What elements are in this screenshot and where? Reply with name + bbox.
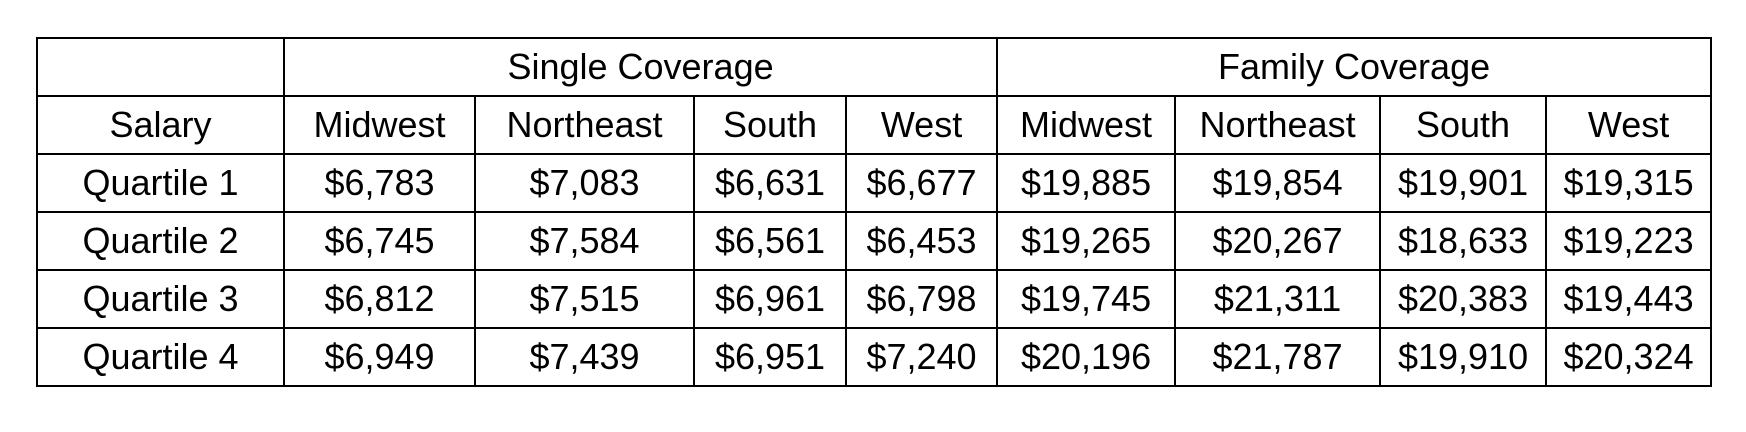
table-cell: $7,439: [474, 327, 695, 387]
region-header-row: Salary Midwest Northeast South West Midw…: [36, 95, 1713, 155]
table-cell: $21,311: [1174, 269, 1382, 329]
row-label: Quartile 1: [36, 153, 285, 213]
table-cell: $6,561: [693, 211, 847, 271]
table-cell: $19,745: [996, 269, 1177, 329]
table-cell: $19,443: [1545, 269, 1713, 329]
table-cell: $19,901: [1379, 153, 1548, 213]
table-cell: $19,910: [1379, 327, 1548, 387]
table-cell: $20,267: [1174, 211, 1382, 271]
row-label: Quartile 4: [36, 327, 285, 387]
table-row: Quartile 3 $6,812 $7,515 $6,961 $6,798 $…: [36, 269, 1713, 329]
table-cell: $7,083: [474, 153, 695, 213]
column-header: Midwest: [283, 95, 476, 155]
table-cell: $21,787: [1174, 327, 1382, 387]
table-row: Quartile 2 $6,745 $7,584 $6,561 $6,453 $…: [36, 211, 1713, 271]
table-cell: $6,745: [283, 211, 476, 271]
row-label: Quartile 2: [36, 211, 285, 271]
table-cell: $6,812: [283, 269, 476, 329]
table-cell: $20,324: [1545, 327, 1713, 387]
table-cell: $20,196: [996, 327, 1177, 387]
column-header: West: [844, 95, 999, 155]
table-cell: $6,949: [283, 327, 476, 387]
table-cell: $6,677: [844, 153, 999, 213]
column-header: West: [1545, 95, 1713, 155]
table-cell: $7,515: [474, 269, 695, 329]
table-cell: $19,223: [1545, 211, 1713, 271]
group-header-family-coverage: Family Coverage: [996, 37, 1713, 97]
group-header-row: Single Coverage Family Coverage: [36, 37, 1713, 97]
table-cell: $6,961: [693, 269, 847, 329]
table-cell: $19,854: [1174, 153, 1382, 213]
table-cell: $6,783: [283, 153, 476, 213]
column-header: Northeast: [1174, 95, 1382, 155]
table-cell: $19,315: [1545, 153, 1713, 213]
table-cell: $7,584: [474, 211, 695, 271]
table-row: Quartile 4 $6,949 $7,439 $6,951 $7,240 $…: [36, 327, 1713, 387]
table-cell: $20,383: [1379, 269, 1548, 329]
table-cell: $19,885: [996, 153, 1177, 213]
table-cell: $6,951: [693, 327, 847, 387]
table-cell: $18,633: [1379, 211, 1548, 271]
column-header: South: [693, 95, 847, 155]
table-row: Quartile 1 $6,783 $7,083 $6,631 $6,677 $…: [36, 153, 1713, 213]
column-header: Northeast: [474, 95, 695, 155]
group-header-single-coverage: Single Coverage: [282, 37, 999, 97]
row-header-label: Salary: [36, 95, 285, 155]
table-cell: $7,240: [844, 327, 999, 387]
table-cell: $6,453: [844, 211, 999, 271]
row-label: Quartile 3: [36, 269, 285, 329]
empty-corner-cell: [36, 37, 285, 97]
column-header: Midwest: [996, 95, 1177, 155]
coverage-table: Single Coverage Family Coverage Salary M…: [36, 37, 1713, 387]
column-header: South: [1379, 95, 1548, 155]
table-cell: $6,798: [844, 269, 999, 329]
table-cell: $19,265: [996, 211, 1177, 271]
table-cell: $6,631: [693, 153, 847, 213]
